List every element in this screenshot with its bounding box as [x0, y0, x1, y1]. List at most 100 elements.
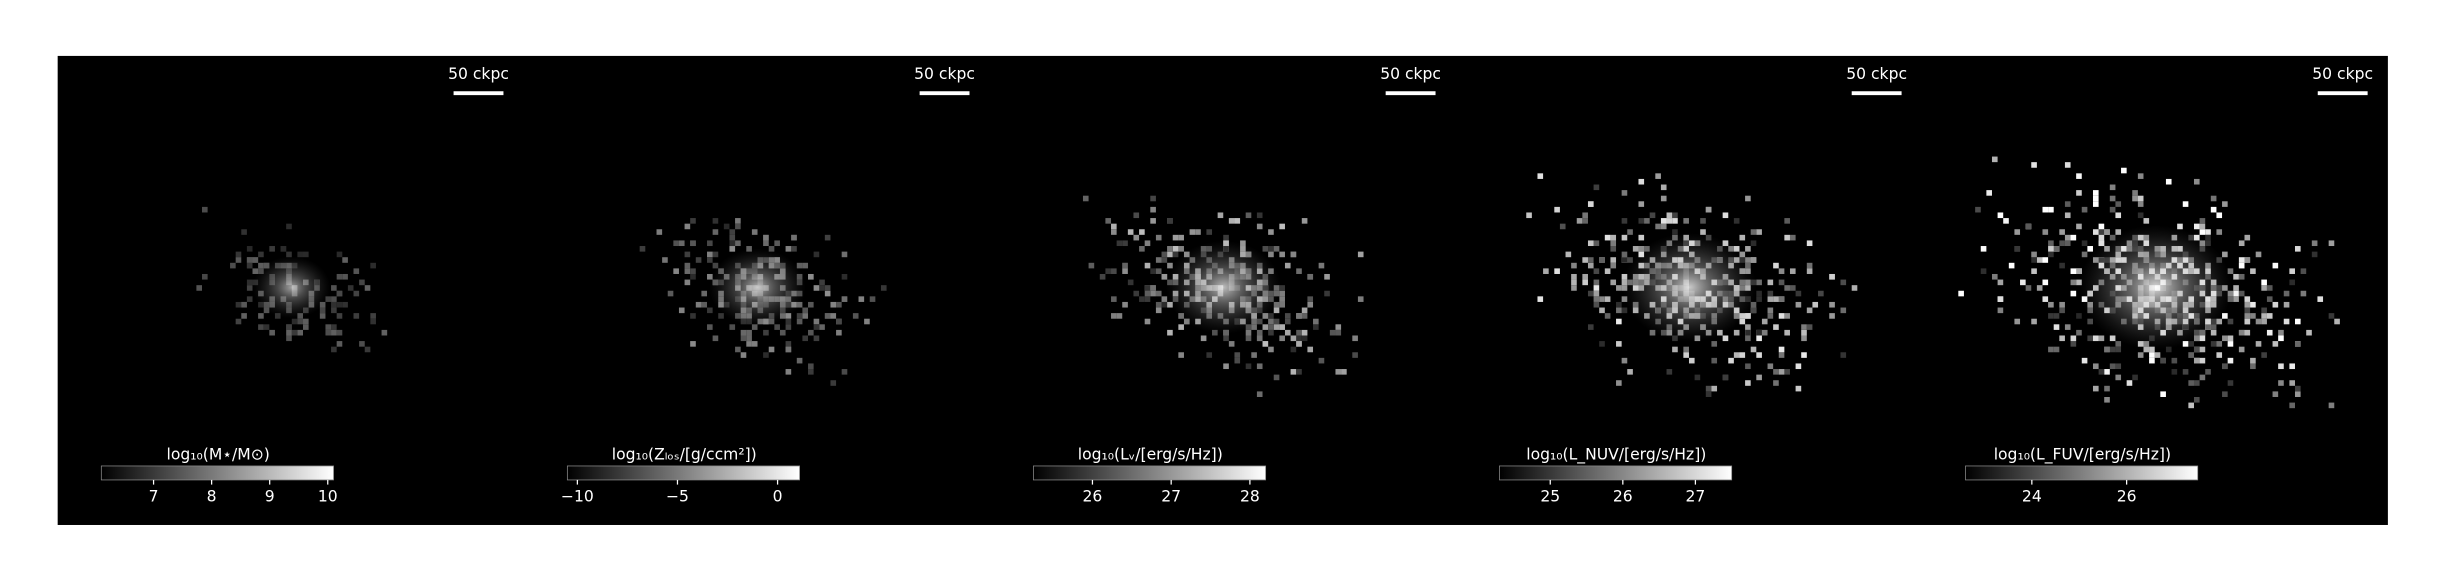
colorbar: [1965, 465, 2199, 481]
pixel: [1593, 184, 1600, 191]
pixel: [701, 290, 708, 297]
pixel: [1111, 223, 1117, 230]
pixel: [1593, 296, 1600, 302]
pixel: [331, 301, 337, 308]
pixel: [712, 218, 719, 224]
pixel: [2020, 279, 2026, 286]
pixel: [2227, 341, 2234, 347]
pixel: [370, 318, 376, 325]
pixel: [286, 324, 292, 330]
pixel: [751, 229, 758, 235]
pixel: [2098, 335, 2105, 342]
pixel: [1587, 290, 1594, 297]
pixel: [1660, 223, 1667, 230]
pixel: [2137, 195, 2144, 202]
pixel: [735, 218, 741, 224]
pixel: [1571, 279, 1577, 286]
pixel: [1240, 240, 1246, 247]
pixel: [1672, 346, 1678, 353]
pixel: [1761, 329, 1768, 336]
pixel: [2278, 380, 2284, 386]
pixel: [1155, 257, 1162, 263]
pixel: [1728, 357, 1734, 364]
pixel: [2042, 257, 2049, 263]
pixel: [1750, 257, 1757, 263]
pixel: [1307, 273, 1314, 280]
pixel: [2216, 341, 2223, 347]
pixel: [1571, 285, 1577, 291]
pixel: [2244, 307, 2251, 314]
pixel: [690, 313, 696, 319]
pixel: [785, 346, 792, 353]
colorbar-tick-label: 8: [207, 488, 217, 506]
pixel: [2059, 301, 2065, 308]
pixel: [2104, 396, 2110, 403]
pixel: [2216, 352, 2223, 358]
pixel: [2048, 313, 2054, 319]
galaxy-core: [709, 248, 806, 327]
pixel: [1139, 246, 1145, 252]
pixel: [1357, 296, 1364, 302]
pixel: [1352, 352, 1358, 358]
pixel: [1307, 346, 1314, 353]
pixel: [1840, 307, 1847, 314]
pixel: [1565, 251, 1572, 258]
pixel: [1756, 296, 1762, 302]
pixel: [2115, 229, 2122, 235]
pixel: [1756, 335, 1762, 342]
pixel: [1116, 240, 1123, 247]
pixel: [695, 301, 702, 308]
pixel: [1284, 262, 1291, 269]
pixel: [1284, 318, 1291, 325]
pixel: [2238, 262, 2245, 269]
pixel: [297, 318, 304, 325]
pixel: [1284, 313, 1291, 319]
pixel: [2098, 229, 2105, 235]
pixel: [1200, 335, 1207, 342]
pixel: [2238, 240, 2245, 247]
pixel: [2070, 279, 2077, 286]
pixel: [796, 357, 803, 364]
pixel: [684, 251, 691, 258]
pixel: [353, 313, 360, 319]
scale-label: 50 ckpc: [448, 65, 509, 83]
pixel: [2244, 313, 2251, 319]
pixel: [246, 262, 253, 269]
pixel: [2227, 380, 2234, 386]
pixel: [1829, 313, 1835, 319]
pixel: [1621, 257, 1628, 263]
pixel: [342, 301, 348, 308]
pixel: [2177, 223, 2183, 230]
colorbar-tick-label: 10: [318, 488, 338, 506]
colorbar-tick-label: 26: [1613, 488, 1633, 506]
pixel: [1806, 307, 1813, 314]
pixel: [1150, 195, 1156, 202]
pixel: [2250, 357, 2256, 364]
pixel: [796, 262, 803, 269]
pixel: [2109, 195, 2116, 202]
pixel: [1778, 279, 1785, 286]
pixel: [331, 285, 337, 291]
pixel: [1576, 218, 1583, 224]
pixel: [1593, 279, 1600, 286]
pixel: [202, 206, 208, 213]
pixel: [353, 290, 360, 297]
pixel: [2059, 335, 2065, 342]
pixel: [1223, 363, 1229, 370]
pixel: [196, 285, 203, 291]
pixel: [1739, 318, 1746, 325]
pixel: [1806, 262, 1813, 269]
pixel: [1150, 218, 1156, 224]
pixel: [1279, 290, 1285, 297]
pixel: [1139, 296, 1145, 302]
pixel: [2278, 335, 2284, 342]
pixel: [2076, 223, 2082, 230]
pixel: [1256, 329, 1263, 336]
pixel: [359, 279, 365, 286]
pixel: [1526, 212, 1532, 219]
pixel: [1980, 246, 1987, 252]
pixel: [1795, 301, 1802, 308]
pixel: [1745, 380, 1751, 386]
pixel: [2289, 279, 2295, 286]
pixel: [2188, 341, 2194, 347]
